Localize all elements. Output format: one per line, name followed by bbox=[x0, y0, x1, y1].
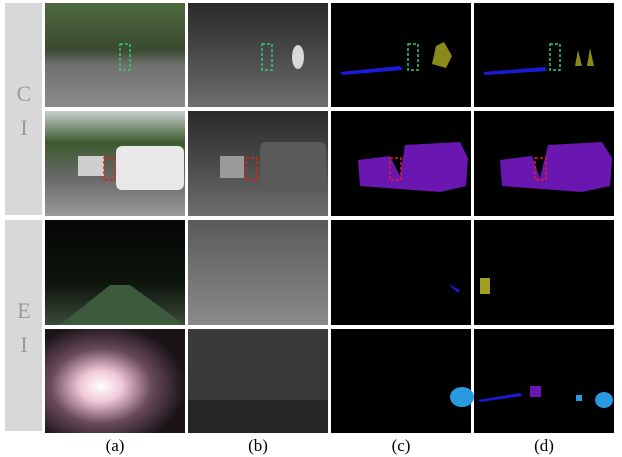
prediction-image bbox=[331, 220, 471, 325]
side-label: C bbox=[17, 81, 32, 106]
column-label: (b) bbox=[248, 436, 268, 455]
thermal-image bbox=[188, 3, 328, 107]
rgb-image bbox=[45, 329, 185, 433]
column-label: (d) bbox=[534, 436, 554, 455]
side-label: E bbox=[17, 298, 30, 323]
thermal-image bbox=[188, 220, 328, 325]
image-row bbox=[45, 3, 614, 107]
column-label: (a) bbox=[106, 436, 125, 455]
prediction-image bbox=[474, 220, 614, 325]
image-row bbox=[45, 329, 614, 433]
figure: C I E I bbox=[0, 0, 622, 457]
image-row bbox=[45, 111, 614, 216]
image-row bbox=[45, 220, 614, 325]
side-panel bbox=[5, 220, 42, 431]
column-label: (c) bbox=[392, 436, 411, 455]
rgb-image bbox=[45, 3, 185, 107]
side-panel bbox=[5, 3, 42, 215]
prediction-image bbox=[474, 3, 614, 107]
prediction-image bbox=[331, 329, 471, 433]
side-label: I bbox=[20, 332, 27, 357]
prediction-image bbox=[474, 329, 614, 433]
side-label: I bbox=[20, 115, 27, 140]
